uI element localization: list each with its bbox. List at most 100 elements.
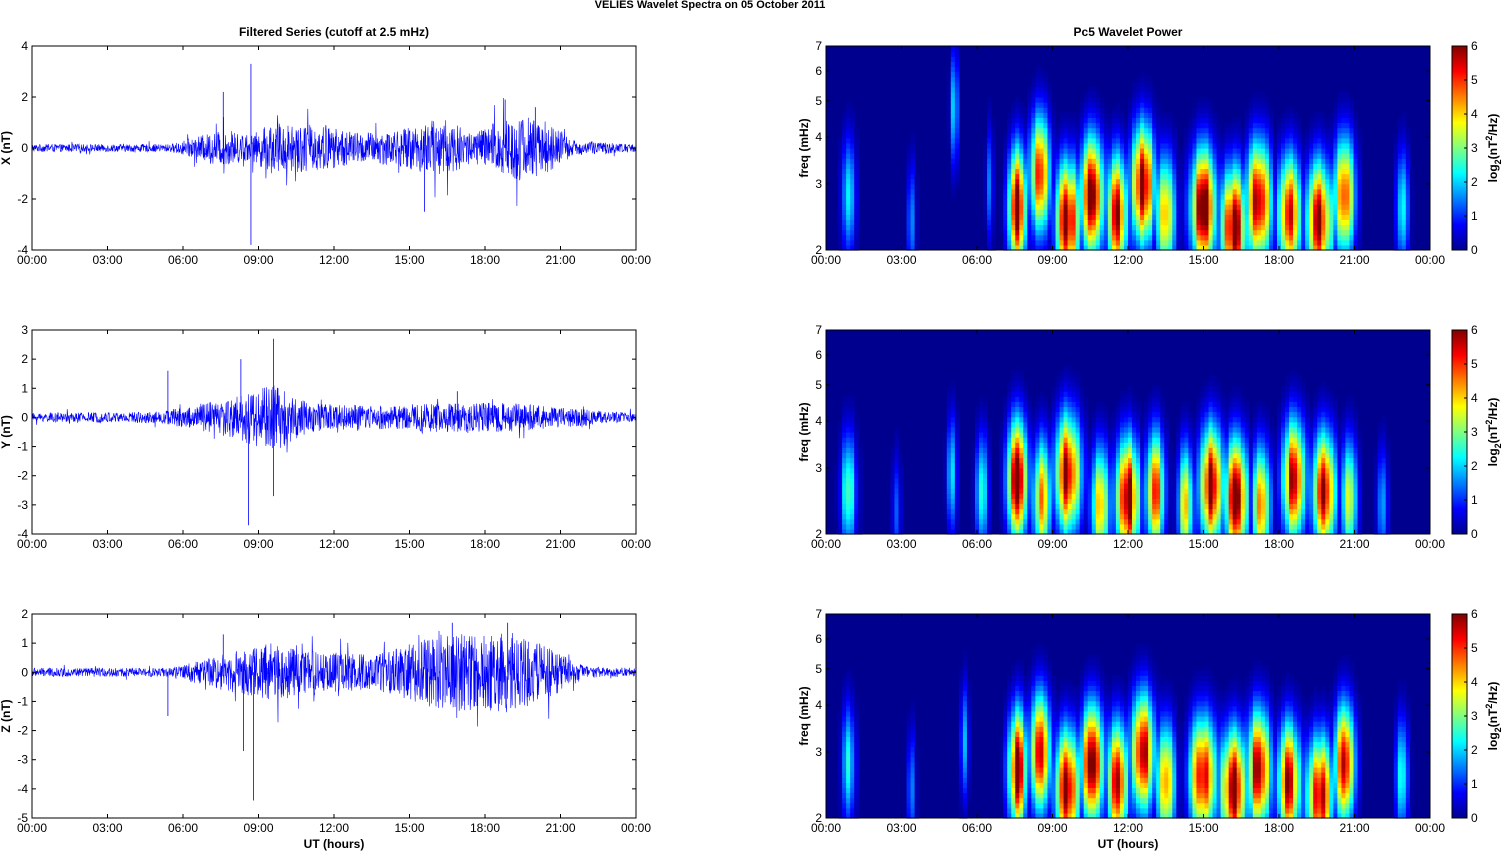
heatmap-cell [979, 442, 984, 448]
heatmap-cell [1353, 244, 1359, 251]
heatmap-cell [1119, 437, 1125, 443]
heatmap-cell [1164, 127, 1169, 134]
heatmap-cell [1397, 224, 1403, 231]
heatmap-cell [1071, 483, 1077, 489]
heatmap-cell [1031, 117, 1036, 124]
heatmap-cell [1123, 214, 1129, 220]
heatmap-cell [1176, 503, 1181, 510]
heatmap-cell [1132, 528, 1137, 535]
heatmap-cell [1039, 224, 1045, 231]
heatmap-cell [1240, 204, 1246, 210]
heatmap-cell [1011, 498, 1016, 504]
heatmap-cell [1067, 503, 1073, 510]
heatmap-cell [1059, 437, 1065, 443]
heatmap-cell [1156, 183, 1161, 190]
heatmap-cell [854, 477, 859, 484]
heatmap-cell [1272, 188, 1278, 195]
heatmap-cell [1172, 137, 1177, 144]
heatmap-cell [1063, 132, 1069, 139]
heatmap-cell [954, 81, 960, 88]
heatmap-cell [1289, 193, 1294, 200]
heatmap-cell [1188, 188, 1194, 195]
heatmap-cell [1132, 437, 1137, 443]
heatmap-cell [1188, 219, 1194, 226]
heatmap-cell [1023, 406, 1028, 413]
heatmap-cell [1180, 148, 1185, 154]
heatmap-cell [1011, 224, 1016, 231]
heatmap-cell [1164, 234, 1169, 241]
heatmap-cell [1144, 523, 1149, 530]
heatmap-cell [1260, 97, 1266, 103]
x-tick-label: 00:00 [17, 537, 47, 551]
heatmap-cell [1184, 493, 1189, 499]
heatmap-cell [983, 209, 988, 215]
heatmap-cell [1144, 81, 1149, 88]
heatmap-cell [894, 462, 900, 469]
heatmap-cell [1240, 229, 1246, 236]
heatmap-cell [987, 452, 992, 459]
heatmap-cell [1043, 81, 1049, 88]
heatmap-cell [1087, 102, 1093, 108]
heatmap-cell [1103, 488, 1109, 494]
heatmap-cell [898, 477, 904, 484]
heatmap-cell [1071, 153, 1077, 159]
heatmap-cell [1140, 127, 1145, 134]
heatmap-cell [1007, 163, 1012, 169]
heatmap-cell [1305, 137, 1310, 144]
heatmap-cell [946, 493, 952, 499]
heatmap-cell [1168, 472, 1173, 479]
heatmap-cell [987, 523, 992, 530]
heatmap-cell [1132, 91, 1137, 98]
heatmap-cell [974, 493, 980, 499]
heatmap-cell [1071, 421, 1077, 428]
heatmap-cell [1051, 173, 1057, 180]
heatmap-cell [1015, 528, 1020, 535]
heatmap-cell [1095, 426, 1101, 433]
heatmap-cell [1301, 173, 1306, 180]
heatmap-cell [1043, 426, 1049, 433]
heatmap-cell [1160, 132, 1165, 139]
heatmap-cell [1140, 523, 1145, 530]
heatmap-cell [1111, 204, 1117, 210]
heatmap-cell [1136, 483, 1141, 489]
heatmap-cell [1047, 219, 1053, 226]
heatmap-cell [1123, 513, 1129, 520]
heatmap-cell [838, 477, 843, 484]
heatmap-cell [1341, 142, 1347, 149]
heatmap-cell [1047, 508, 1053, 515]
heatmap-cell [1353, 214, 1359, 220]
heatmap-cell [1188, 148, 1194, 154]
heatmap-cell [1264, 214, 1270, 220]
y-tick-label: -2 [17, 192, 28, 206]
heatmap-cell [1329, 112, 1334, 118]
heatmap-cell [1059, 158, 1065, 164]
heatmap-cell [1099, 183, 1105, 190]
heatmap-cell [1083, 472, 1089, 479]
heatmap-cell [1405, 229, 1411, 236]
heatmap-cell [1015, 437, 1020, 443]
heatmap-cell [1208, 239, 1214, 246]
heatmap-cell [1115, 117, 1121, 124]
heatmap-cell [1260, 132, 1266, 139]
heatmap-cell [1067, 401, 1073, 408]
heatmap-cell [1047, 81, 1053, 88]
heatmap-cell [1027, 426, 1032, 433]
heatmap-cell [1132, 513, 1137, 520]
heatmap-cell [1019, 396, 1024, 402]
heatmap-cell [1248, 173, 1254, 180]
heatmap-cell [1043, 76, 1049, 83]
heatmap-cell [894, 513, 900, 520]
heatmap-cell [1035, 148, 1041, 154]
heatmap-cell [1103, 508, 1109, 515]
heatmap-cell [1188, 528, 1194, 535]
heatmap-cell [987, 437, 992, 443]
heatmap-cell [1136, 508, 1141, 515]
heatmap-cell [1075, 457, 1081, 464]
heatmap-cell [1264, 148, 1270, 154]
heatmap-cell [850, 234, 855, 241]
heatmap-cell [950, 513, 956, 520]
heatmap-cell [1136, 81, 1141, 88]
heatmap-cell [1027, 137, 1032, 144]
heatmap-cell [1188, 457, 1194, 464]
heatmap-cell [1260, 188, 1266, 195]
